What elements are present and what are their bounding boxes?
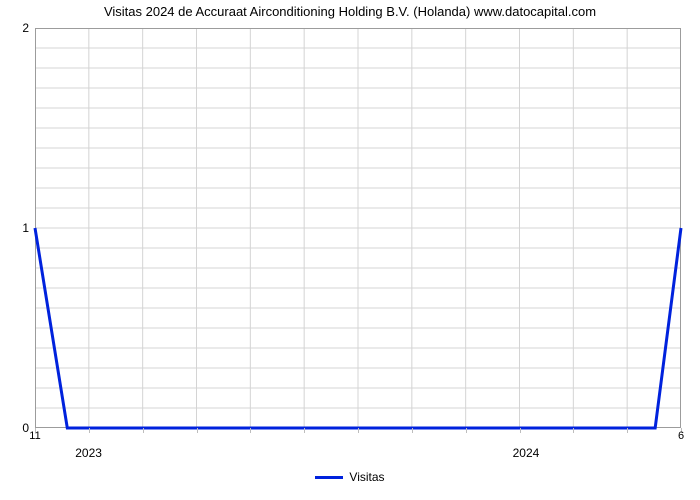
x-tick-mark <box>304 428 305 433</box>
legend-label: Visitas <box>349 470 384 484</box>
chart-title: Visitas 2024 de Accuraat Airconditioning… <box>0 4 700 19</box>
x-tick-mark <box>143 428 144 433</box>
visits-line-chart: Visitas 2024 de Accuraat Airconditioning… <box>0 0 700 500</box>
x-tick-mark <box>412 428 413 433</box>
y-tick-label: 2 <box>22 21 35 35</box>
x-tick-mark <box>466 428 467 433</box>
x-axis-label: 2023 <box>75 428 102 460</box>
x-tick-mark <box>627 428 628 433</box>
x-tick-mark <box>197 428 198 433</box>
plot-svg <box>35 28 681 428</box>
x-corner-label: 6 <box>678 428 684 442</box>
x-tick-mark <box>358 428 359 433</box>
x-tick-mark <box>573 428 574 433</box>
legend-swatch <box>315 476 343 479</box>
x-corner-label: 11 <box>29 428 40 442</box>
plot-area: 01220232024116 <box>35 28 681 428</box>
x-axis-label: 2024 <box>513 428 540 460</box>
y-tick-label: 1 <box>22 221 35 235</box>
legend: Visitas <box>0 470 700 484</box>
x-tick-mark <box>250 428 251 433</box>
